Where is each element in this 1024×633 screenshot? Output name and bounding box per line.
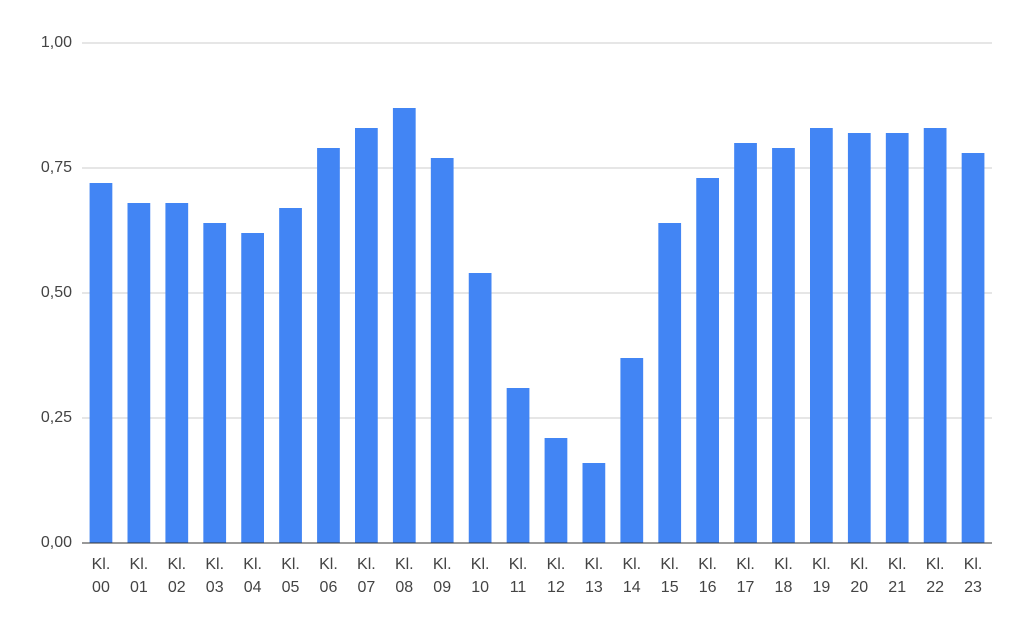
x-tick-label: Kl. 12 [546, 556, 566, 596]
bar [165, 203, 189, 543]
x-tick-label: Kl. 13 [584, 556, 604, 596]
x-tick-label: Kl. 06 [319, 556, 338, 596]
bar [127, 203, 151, 543]
x-tick-label: Kl. 23 [963, 556, 983, 596]
x-tick-label: Kl. 09 [432, 556, 452, 596]
bar [847, 133, 871, 543]
x-tick-label: Kl. 11 [508, 556, 528, 596]
bar [355, 128, 378, 543]
x-tick-label: Kl. 20 [849, 556, 869, 596]
x-tick-label: Kl. 14 [622, 556, 642, 596]
bar [734, 143, 757, 543]
bar [961, 153, 985, 543]
x-tick-label: Kl. 10 [470, 556, 490, 596]
y-tick-label: 0,50 [41, 284, 72, 301]
bar [544, 438, 568, 543]
x-tick-label: Kl. 21 [887, 556, 907, 596]
bar [582, 463, 606, 543]
bar [696, 178, 719, 543]
bar [392, 108, 416, 543]
x-tick-label: Kl. 19 [812, 556, 831, 596]
x-tick-label: Kl. 07 [357, 556, 376, 596]
bar [89, 183, 113, 543]
bar [279, 208, 302, 543]
bar [506, 388, 530, 543]
y-tick-label: 0,75 [41, 159, 72, 176]
bar [317, 148, 340, 543]
bar [885, 133, 909, 543]
bar [468, 273, 492, 543]
x-tick-label: Kl. 05 [281, 556, 300, 596]
bar [772, 148, 795, 543]
x-tick-label: Kl. 17 [736, 556, 755, 596]
x-tick-label: Kl. 02 [167, 556, 187, 596]
bar [203, 223, 227, 543]
bar [810, 128, 833, 543]
x-tick-label: Kl. 16 [698, 556, 717, 596]
y-tick-label: 0,00 [41, 534, 72, 551]
bar [923, 128, 947, 543]
bar [241, 233, 264, 543]
x-tick-label: Kl. 01 [129, 556, 149, 596]
x-tick-label: Kl. 03 [205, 556, 225, 596]
x-tick-label: Kl. 08 [394, 556, 414, 596]
bar [658, 223, 682, 543]
x-tick-label: Kl. 04 [243, 556, 262, 596]
bar [430, 158, 454, 543]
x-tick-label: Kl. 18 [774, 556, 793, 596]
x-tick-label: Kl. 22 [925, 556, 945, 596]
bar [620, 358, 644, 543]
x-tick-label: Kl. 15 [660, 556, 680, 596]
y-tick-label: 1,00 [41, 34, 72, 51]
x-tick-label: Kl. 00 [91, 556, 111, 596]
y-tick-label: 0,25 [41, 409, 72, 426]
